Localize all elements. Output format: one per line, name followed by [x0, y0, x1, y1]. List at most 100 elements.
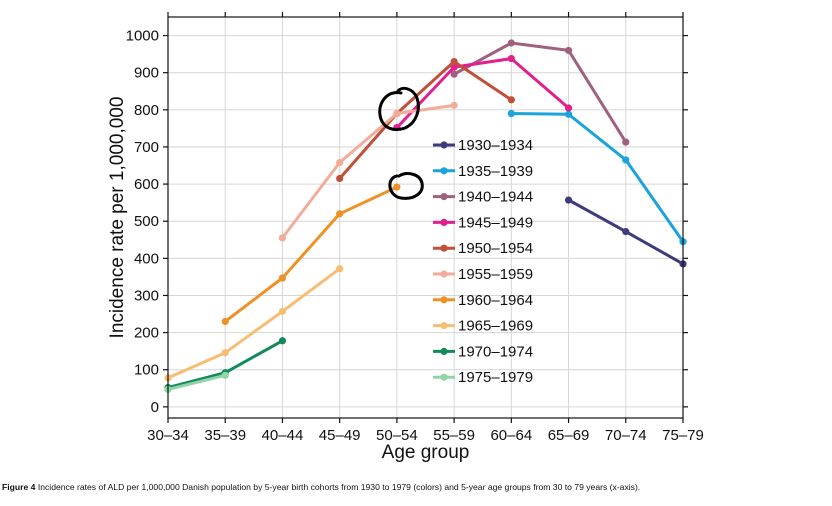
data-point: [278, 307, 287, 316]
data-point: [278, 274, 287, 282]
x-tick-label: 65–69: [548, 427, 590, 444]
legend-swatch-marker: [440, 167, 448, 175]
y-tick-label: 800: [134, 102, 159, 119]
series-group: [564, 196, 687, 268]
series-line: [166, 373, 227, 391]
y-tick-label: 200: [134, 325, 159, 342]
x-tick-label: 55–59: [433, 427, 475, 444]
data-point: [622, 156, 630, 164]
data-point: [564, 104, 573, 112]
legend: 1930–1934 1935–1939 1940–1944 1945–1949 1950…: [433, 137, 533, 386]
y-tick-label: 0: [151, 399, 159, 416]
legend-item: 1935–1939: [433, 163, 533, 180]
y-axis-title: Incidence rate per 1,000,000: [107, 97, 128, 339]
legend-swatch-marker: [440, 270, 448, 278]
legend-swatch-marker: [440, 218, 448, 226]
chart: 0 100 200 300 400 500 600 700 800 900 1000 30–34 35–…: [107, 12, 704, 463]
hand-drawn-circle-annotation: [378, 86, 420, 131]
y-tick-label: 700: [134, 139, 159, 156]
data-point: [336, 174, 344, 183]
legend-label: 1975–1979: [458, 369, 533, 386]
legend-swatch-marker: [440, 141, 448, 149]
legend-swatch-marker: [440, 244, 448, 252]
data-point: [450, 63, 458, 71]
data-point: [450, 101, 458, 109]
legend-item: 1945–1949: [433, 214, 533, 231]
x-tick-label: 45–49: [319, 427, 361, 444]
data-point: [564, 110, 573, 118]
caption-lead: Figure 4: [2, 482, 36, 492]
legend-label: 1970–1974: [458, 343, 533, 360]
legend-item: 1975–1979: [433, 369, 533, 386]
axis-ticks: 0 100 200 300 400 500 600 700 800 900 1000 30–34 35–…: [126, 12, 704, 444]
legend-swatch-marker: [440, 193, 448, 201]
series-line: [338, 60, 513, 180]
x-axis-title: Age group: [382, 442, 470, 463]
data-point: [278, 234, 287, 242]
series-group: [278, 101, 458, 242]
data-point: [564, 46, 573, 55]
caption-text: Incidence rates of ALD per 1,000,000 Dan…: [35, 482, 641, 492]
hand-drawn-circle-annotation: [388, 172, 424, 200]
x-tick-label: 50–54: [376, 427, 418, 444]
series-group: [507, 109, 687, 246]
y-tick-label: 500: [134, 213, 159, 230]
legend-swatch-marker: [440, 373, 448, 381]
legend-item: 1930–1934: [433, 137, 533, 154]
plot-frame: [167, 16, 684, 419]
x-tick-label: 35–39: [204, 427, 246, 444]
data-point: [507, 54, 515, 63]
legend-label: 1935–1939: [458, 163, 533, 180]
y-tick-label: 300: [134, 287, 159, 304]
data-point: [393, 109, 401, 118]
x-tick-label: 30–34: [147, 427, 189, 444]
legend-item: 1950–1954: [433, 240, 533, 257]
data-point: [221, 349, 229, 357]
legend-item: 1940–1944: [433, 189, 533, 206]
series-line: [280, 103, 456, 240]
data-point: [336, 210, 344, 218]
legend-swatch-marker: [440, 296, 448, 304]
x-tick-label: 75–79: [662, 427, 704, 444]
x-tick-label: 60–64: [490, 427, 532, 444]
legend-label: 1960–1964: [458, 292, 533, 309]
legend-label: 1940–1944: [458, 189, 533, 206]
data-point: [221, 371, 229, 379]
data-point: [507, 109, 515, 118]
series-line: [509, 112, 685, 244]
legend-item: 1960–1964: [433, 292, 533, 309]
legend-swatch-marker: [440, 322, 448, 330]
y-tick-label: 400: [134, 250, 159, 267]
legend-label: 1955–1959: [458, 266, 533, 283]
data-point: [450, 70, 458, 78]
legend-label: 1950–1954: [458, 240, 533, 257]
data-point: [336, 265, 344, 273]
series-group: [164, 265, 344, 382]
data-point: [393, 183, 401, 191]
y-tick-label: 1000: [126, 28, 159, 45]
legend-swatch-marker: [440, 347, 448, 355]
data-point: [622, 228, 630, 236]
y-tick-label: 100: [134, 362, 159, 379]
y-tick-label: 900: [134, 65, 159, 82]
x-tick-label: 40–44: [262, 427, 304, 444]
series-line: [452, 41, 628, 144]
x-tick-label: 70–74: [605, 427, 647, 444]
data-point: [507, 96, 515, 104]
hand-drawn-circles: [378, 86, 424, 200]
data-point: [622, 138, 630, 146]
series-line: [166, 267, 342, 380]
legend-item: 1970–1974: [433, 343, 533, 360]
legend-label: 1945–1949: [458, 214, 533, 231]
legend-item: 1965–1969: [433, 318, 533, 335]
series-group: [221, 183, 401, 326]
legend-label: 1965–1969: [458, 318, 533, 335]
data-point: [278, 337, 287, 345]
y-tick-label: 600: [134, 176, 159, 193]
legend-item: 1955–1959: [433, 266, 533, 283]
figure-caption: Figure 4 Incidence rates of ALD per 1,00…: [2, 482, 830, 492]
legend-label: 1930–1934: [458, 137, 533, 154]
data-point: [450, 57, 458, 66]
series-line: [395, 57, 571, 130]
data-point: [564, 196, 573, 204]
